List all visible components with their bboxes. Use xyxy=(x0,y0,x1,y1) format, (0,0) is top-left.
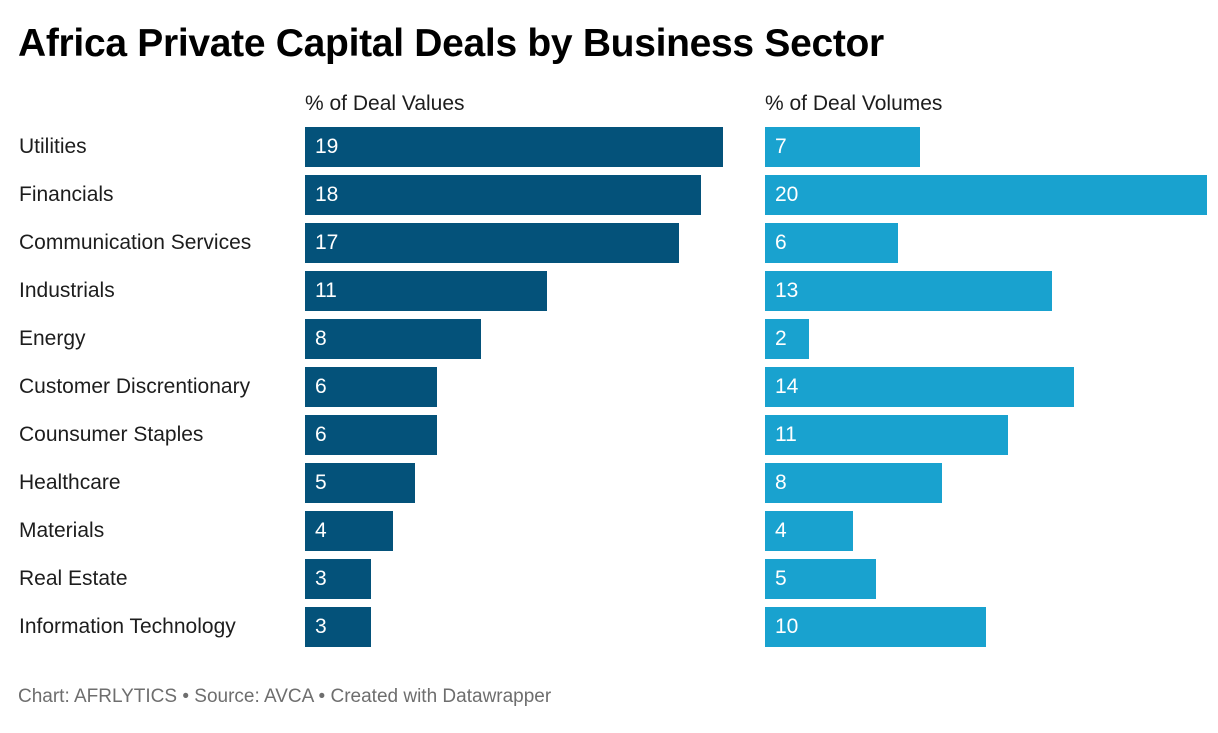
bar-value-label-values: 11 xyxy=(315,279,337,302)
category-label: Counsumer Staples xyxy=(19,423,204,446)
bar-values xyxy=(305,175,701,215)
category-label: Healthcare xyxy=(19,471,121,494)
bar-value-label-volumes: 14 xyxy=(775,375,799,398)
bar-values xyxy=(305,367,437,407)
bar-value-label-values: 19 xyxy=(315,135,339,158)
bar-value-label-values: 18 xyxy=(315,183,339,206)
bar-value-label-values: 4 xyxy=(315,519,327,542)
category-label: Utilities xyxy=(19,135,87,158)
bar-value-label-volumes: 11 xyxy=(775,423,797,446)
bar-values xyxy=(305,127,723,167)
bar-volumes xyxy=(765,127,920,167)
category-label: Industrials xyxy=(19,279,115,302)
bar-value-label-values: 6 xyxy=(315,423,327,446)
bar-value-label-values: 17 xyxy=(315,231,339,254)
bar-values xyxy=(305,511,393,551)
bar-volumes xyxy=(765,607,986,647)
bar-volumes xyxy=(765,511,853,551)
bar-value-label-volumes: 8 xyxy=(775,471,787,494)
values-column-header: % of Deal Values xyxy=(305,92,465,115)
bar-volumes xyxy=(765,271,1052,311)
bar-values xyxy=(305,559,371,599)
bar-volumes xyxy=(765,415,1008,455)
bar-value-label-values: 6 xyxy=(315,375,327,398)
category-label: Materials xyxy=(19,519,105,542)
category-label: Financials xyxy=(19,183,114,206)
category-label: Energy xyxy=(19,327,86,350)
bar-values xyxy=(305,463,415,503)
bar-value-label-volumes: 4 xyxy=(775,519,787,542)
bar-value-label-volumes: 13 xyxy=(775,279,799,302)
category-label: Information Technology xyxy=(19,615,236,638)
bar-values xyxy=(305,415,437,455)
chart-title: Africa Private Capital Deals by Business… xyxy=(18,22,884,65)
bar-volumes xyxy=(765,559,876,599)
volumes-column-header: % of Deal Volumes xyxy=(765,92,943,115)
bar-values xyxy=(305,223,679,263)
bar-value-label-volumes: 5 xyxy=(775,567,787,590)
bar-value-label-volumes: 7 xyxy=(775,135,787,158)
bar-value-label-values: 8 xyxy=(315,327,327,350)
category-label: Real Estate xyxy=(19,567,128,590)
bar-value-label-values: 5 xyxy=(315,471,327,494)
category-label: Customer Discrentionary xyxy=(19,375,251,398)
bar-values xyxy=(305,607,371,647)
bar-value-label-volumes: 20 xyxy=(775,183,799,206)
bar-volumes xyxy=(765,463,942,503)
bar-value-label-values: 3 xyxy=(315,615,327,638)
bar-volumes xyxy=(765,367,1074,407)
category-label: Communication Services xyxy=(19,231,252,254)
bar-value-label-values: 3 xyxy=(315,567,327,590)
bar-values xyxy=(305,271,547,311)
bar-volumes xyxy=(765,319,809,359)
bar-value-label-volumes: 10 xyxy=(775,615,799,638)
bar-volumes xyxy=(765,175,1207,215)
chart-footer: Chart: AFRLYTICS • Source: AVCA • Create… xyxy=(18,686,552,707)
bar-values xyxy=(305,319,481,359)
bar-value-label-volumes: 6 xyxy=(775,231,787,254)
bar-value-label-volumes: 2 xyxy=(775,327,787,350)
bar-volumes xyxy=(765,223,898,263)
